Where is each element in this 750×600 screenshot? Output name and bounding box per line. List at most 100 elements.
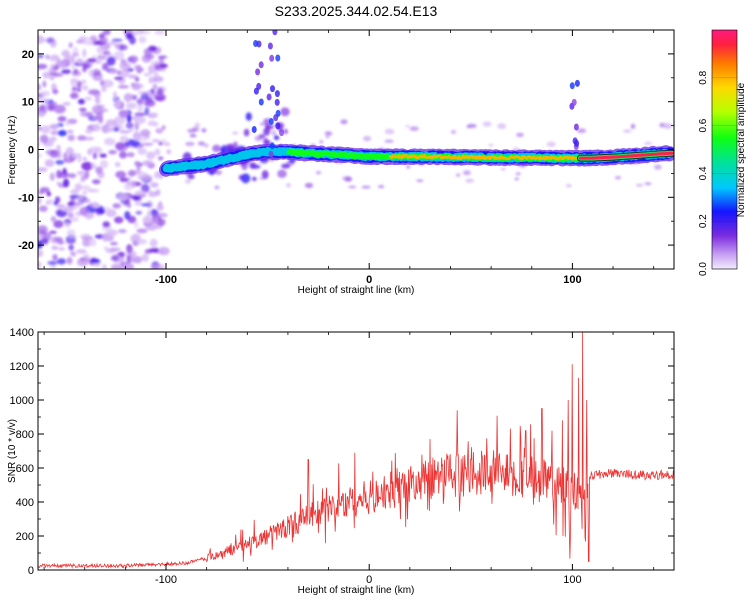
snr-series-line xyxy=(38,332,674,569)
noise-blob xyxy=(62,102,71,106)
noise-blob xyxy=(77,86,82,93)
noise-blob xyxy=(55,159,65,165)
noise-blob xyxy=(653,164,662,170)
noise-blob xyxy=(119,135,129,143)
noise-blob xyxy=(99,80,105,86)
colorbar-tick-label: 0.2 xyxy=(698,214,709,228)
noise-blob xyxy=(38,153,43,158)
noise-blob xyxy=(56,181,62,186)
noise-blob xyxy=(76,170,87,176)
noise-blob xyxy=(150,112,159,118)
noise-blob xyxy=(74,183,83,192)
noise-blob xyxy=(94,60,102,64)
feature-blob xyxy=(279,129,285,137)
noise-blob xyxy=(67,212,74,219)
noise-blob xyxy=(100,159,109,169)
noise-blob xyxy=(203,143,209,148)
plume-blob xyxy=(245,112,252,121)
feature-blob xyxy=(274,21,279,28)
spectrogram-x-label: Height of straight line (km) xyxy=(298,285,415,296)
noise-blob xyxy=(99,33,105,38)
noise-blob xyxy=(201,128,207,133)
noise-blob xyxy=(101,124,110,134)
noise-blob xyxy=(232,131,239,135)
plume-blob xyxy=(233,141,238,149)
noise-blob xyxy=(82,48,87,58)
noise-blob xyxy=(89,35,98,42)
noise-blob xyxy=(118,109,130,119)
noise-blob xyxy=(39,134,49,143)
noise-blob xyxy=(127,202,132,209)
noise-blob xyxy=(51,245,59,251)
noise-blob xyxy=(56,258,67,265)
noise-blob xyxy=(384,139,394,143)
noise-blob xyxy=(68,42,73,49)
noise-blob xyxy=(38,167,48,173)
noise-blob xyxy=(259,122,267,126)
noise-blob xyxy=(515,172,521,176)
noise-blob xyxy=(155,189,161,196)
y-tick-label: -20 xyxy=(18,240,34,252)
noise-blob xyxy=(271,130,277,136)
noise-blob xyxy=(145,224,158,231)
noise-blob xyxy=(85,128,93,134)
noise-blob xyxy=(324,131,333,136)
noise-blob xyxy=(465,178,474,183)
noise-blob xyxy=(348,185,357,189)
noise-blob xyxy=(156,204,164,211)
noise-blob xyxy=(67,201,74,207)
noise-blob xyxy=(95,166,103,174)
noise-blob xyxy=(82,253,91,262)
noise-blob xyxy=(94,97,101,104)
noise-blob xyxy=(64,55,76,64)
noise-blob xyxy=(82,239,91,247)
plume-blob xyxy=(243,128,250,137)
spectrogram-y-label: Frequency (Hz) xyxy=(7,116,18,185)
noise-blob xyxy=(455,173,461,177)
y-tick-label: 800 xyxy=(16,429,34,441)
noise-blob xyxy=(49,230,57,234)
noise-blob xyxy=(156,87,164,96)
feature-blob xyxy=(270,85,275,93)
noise-blob xyxy=(462,170,471,176)
noise-blob xyxy=(38,83,42,91)
noise-blob xyxy=(488,143,494,147)
noise-blob xyxy=(136,228,148,234)
noise-blob xyxy=(194,122,201,128)
noise-blob xyxy=(384,128,395,135)
noise-blob xyxy=(118,124,125,131)
noise-blob xyxy=(40,90,51,97)
noise-blob xyxy=(78,107,87,112)
y-tick-label: 200 xyxy=(16,531,34,543)
noise-blob xyxy=(153,172,161,179)
x-tick-label: 100 xyxy=(563,574,581,586)
noise-blob xyxy=(156,263,165,269)
noise-blob xyxy=(81,161,93,171)
chart-title: S233.2025.344.02.54.E13 xyxy=(275,3,438,19)
noise-blob xyxy=(103,30,111,36)
noise-blob xyxy=(49,172,55,181)
noise-blob xyxy=(130,255,143,262)
feature-blob xyxy=(269,54,275,62)
feature-blob xyxy=(573,123,579,131)
feature-blob xyxy=(272,30,278,36)
noise-blob xyxy=(40,98,51,104)
noise-blob xyxy=(114,216,124,224)
noise-blob xyxy=(119,130,131,134)
noise-blob xyxy=(114,116,126,125)
noise-blob xyxy=(154,30,166,35)
noise-blob xyxy=(115,142,126,151)
noise-blob xyxy=(53,220,64,229)
plume-blob xyxy=(280,107,290,117)
noise-blob xyxy=(119,69,130,78)
colorbar-label: Normalized spectral amplitude xyxy=(736,82,747,217)
feature-blob xyxy=(253,40,259,47)
noise-blob xyxy=(91,69,102,77)
noise-blob xyxy=(50,39,57,48)
noise-blob xyxy=(51,72,64,78)
noise-blob xyxy=(128,74,138,79)
noise-blob xyxy=(108,41,117,46)
noise-blob xyxy=(63,178,70,188)
noise-blob xyxy=(126,152,135,158)
